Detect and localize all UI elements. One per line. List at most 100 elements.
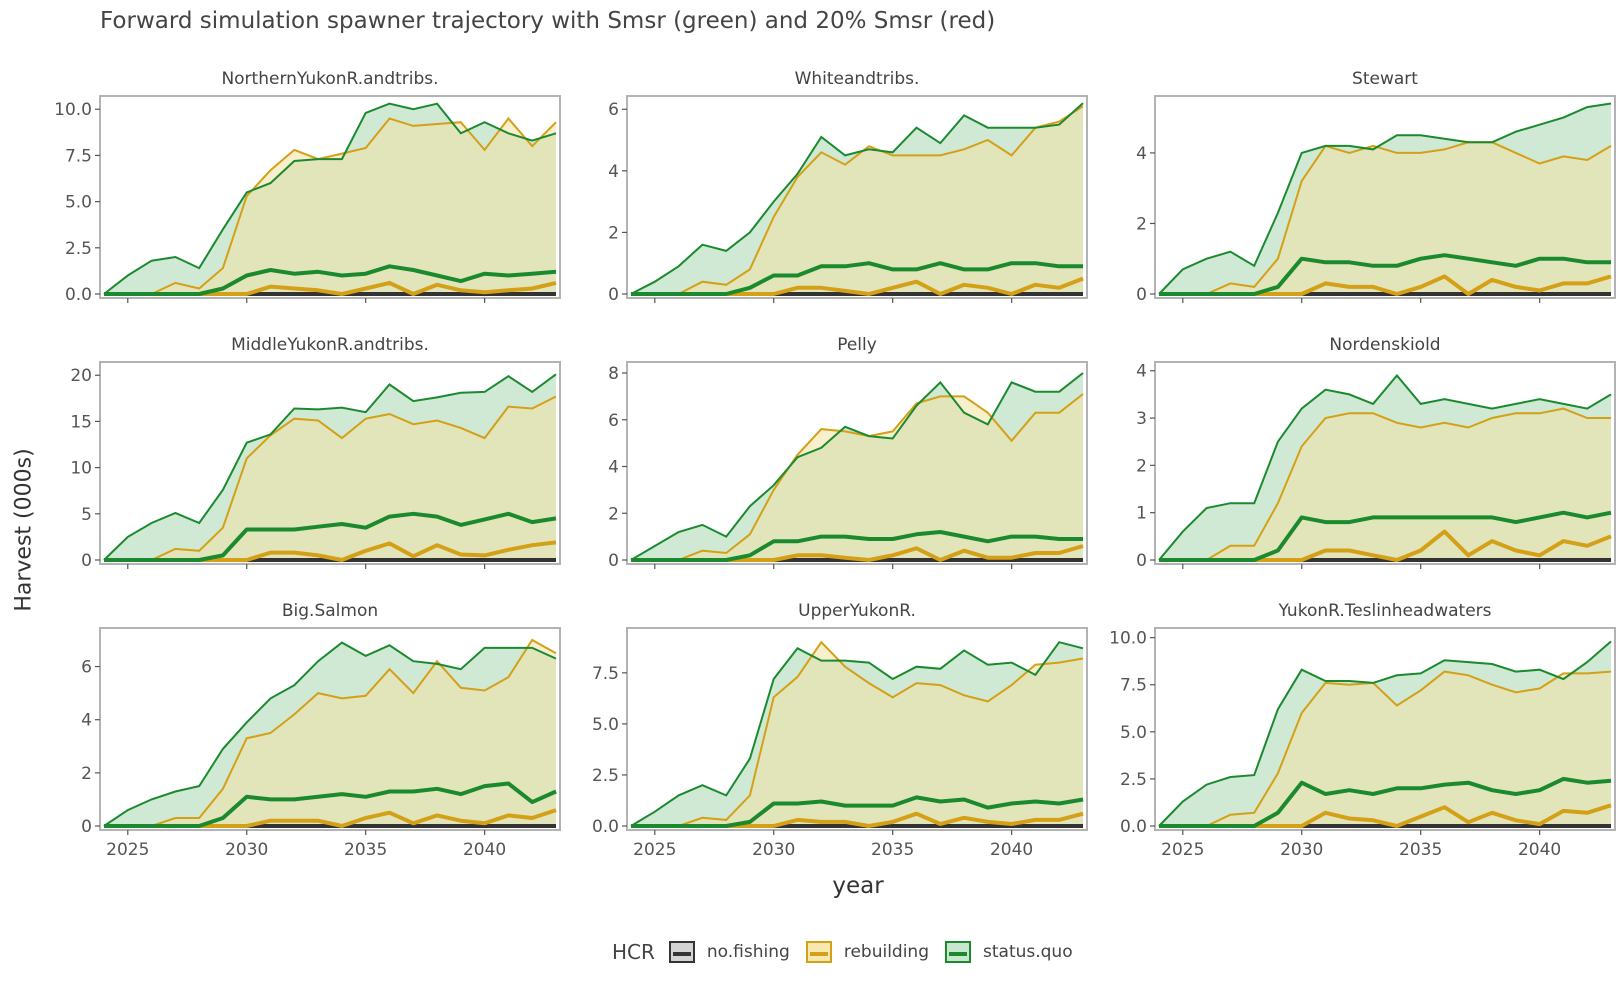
y-tick-label: 5.0 bbox=[1120, 723, 1147, 743]
y-tick-label: 4 bbox=[81, 711, 92, 731]
panel-whiteandtribs: Whiteandtribs. 0 2 4 6 bbox=[608, 69, 1088, 305]
rebuilding-ribbon bbox=[631, 106, 1083, 294]
panel-border bbox=[1154, 95, 1616, 299]
y-tick-label: 2.5 bbox=[592, 766, 619, 786]
rebuilding-upper-line bbox=[1159, 141, 1612, 295]
chart-title: Forward simulation spawner trajectory wi… bbox=[100, 8, 996, 34]
rebuilding-upper-line bbox=[631, 640, 1084, 827]
rebuilding-ribbon bbox=[631, 642, 1083, 826]
y-tick-label: 0.0 bbox=[592, 817, 619, 837]
x-tick-label: 2035 bbox=[1399, 840, 1442, 860]
y-tick-label: 15 bbox=[70, 412, 92, 432]
y-tick-label: 7.5 bbox=[65, 146, 92, 166]
panel-title-stewart: Stewart bbox=[1352, 69, 1418, 89]
y-tick-label: 5.0 bbox=[592, 715, 619, 735]
y-tick-label: 5 bbox=[81, 505, 92, 525]
y-tick-label: 2 bbox=[1136, 456, 1147, 476]
y-tick-label: 2 bbox=[1136, 214, 1147, 234]
rebuilding-upper-line bbox=[104, 395, 557, 561]
status-quo-upper-line bbox=[1158, 373, 1612, 561]
legend-label-rebuilding: rebuilding bbox=[843, 942, 929, 962]
panel-border bbox=[99, 95, 561, 299]
panel-border bbox=[626, 627, 1088, 831]
status-quo-median-line bbox=[104, 511, 557, 562]
status-quo-upper-line bbox=[630, 372, 1084, 561]
status-quo-median-line bbox=[631, 261, 1083, 296]
rebuilding-ribbon bbox=[1159, 142, 1611, 294]
y-tick-label: 0.0 bbox=[65, 285, 92, 305]
panel-yukonr-teslinheadwaters: YukonR.Teslinheadwaters 0.0 2.5 5.0 7.5 10.0 2… bbox=[1109, 601, 1616, 860]
panel-border bbox=[1154, 361, 1616, 565]
y-tick-label: 10.0 bbox=[54, 100, 92, 120]
legend-label-no-fishing: no.fishing bbox=[706, 942, 790, 962]
panel-middleyukonr-andtribs: MiddleYukonR.andtribs. 0 5 10 15 20 bbox=[70, 335, 561, 571]
y-tick-label: 2.5 bbox=[1120, 770, 1147, 790]
x-tick-label: 2035 bbox=[344, 840, 387, 860]
panel-title-upperyukonr: UpperYukonR. bbox=[798, 601, 916, 621]
status-quo-median-line bbox=[104, 781, 557, 828]
y-tick-label: 4 bbox=[608, 458, 619, 478]
y-tick-label: 3 bbox=[1136, 409, 1147, 429]
y-tick-label: 7.5 bbox=[592, 664, 619, 684]
y-tick-label: 0 bbox=[81, 551, 92, 571]
status-quo-upper-line bbox=[630, 641, 1084, 827]
x-tick-label: 2040 bbox=[990, 840, 1033, 860]
rebuilding-upper-line bbox=[104, 116, 557, 295]
y-tick-label: 6 bbox=[608, 411, 619, 431]
panel-upperyukonr: UpperYukonR. 0.0 2.5 5.0 7.5 2025 2030 2035 2040 bbox=[592, 601, 1088, 860]
y-tick-label: 6 bbox=[81, 658, 92, 678]
rebuilding-upper-line bbox=[1159, 670, 1612, 827]
legend-key-status-quo bbox=[945, 941, 971, 963]
y-tick-label: 0.0 bbox=[1120, 817, 1147, 837]
panel-border bbox=[626, 95, 1088, 299]
rebuilding-ribbon bbox=[631, 394, 1083, 560]
y-tick-label: 2 bbox=[608, 504, 619, 524]
legend: HCR no.fishing rebuilding status.quo bbox=[612, 940, 1089, 964]
y-tick-label: 10.0 bbox=[1109, 629, 1147, 649]
y-tick-label: 0 bbox=[608, 551, 619, 571]
legend-key-rebuilding bbox=[805, 941, 832, 963]
panel-border bbox=[626, 361, 1088, 565]
status-quo-upper-line bbox=[103, 641, 557, 827]
status-quo-median-line bbox=[631, 530, 1083, 562]
status-quo-upper-line bbox=[1158, 640, 1612, 827]
x-tick-label: 2030 bbox=[225, 840, 268, 860]
status-quo-median-line bbox=[1159, 253, 1611, 296]
legend-item-status-quo: status.quo bbox=[945, 941, 1073, 963]
y-tick-label: 10 bbox=[70, 459, 92, 479]
y-tick-label: 1 bbox=[1136, 504, 1147, 524]
status-quo-median-line bbox=[1159, 776, 1612, 828]
legend-label-status-quo: status.quo bbox=[983, 942, 1073, 962]
y-tick-label: 2 bbox=[81, 764, 92, 784]
status-quo-median-line bbox=[1159, 510, 1612, 562]
status-quo-upper-line bbox=[103, 373, 557, 561]
status-quo-median-line bbox=[631, 795, 1084, 828]
panel-nordenskiold: Nordenskiold 0 1 2 3 4 bbox=[1136, 335, 1616, 571]
panel-title-big-salmon: Big.Salmon bbox=[282, 601, 378, 621]
panel-title-whiteandtribs: Whiteandtribs. bbox=[795, 69, 920, 89]
status-quo-upper-line bbox=[1158, 102, 1612, 295]
panel-border bbox=[99, 361, 561, 565]
y-tick-label: 0 bbox=[608, 285, 619, 305]
panel-pelly: Pelly 0 2 4 6 8 bbox=[608, 335, 1088, 571]
y-tick-label: 6 bbox=[608, 100, 619, 120]
y-tick-label: 0 bbox=[81, 817, 92, 837]
x-tick-label: 2030 bbox=[1280, 840, 1323, 860]
x-tick-label: 2035 bbox=[871, 840, 914, 860]
y-tick-label: 5.0 bbox=[65, 193, 92, 213]
y-tick-label: 4 bbox=[608, 162, 619, 182]
panel-border bbox=[99, 627, 561, 831]
panel-title-middleyukonr-andtribs: MiddleYukonR.andtribs. bbox=[231, 335, 429, 355]
rebuilding-ribbon bbox=[1159, 671, 1611, 826]
y-tick-label: 4 bbox=[1136, 362, 1147, 382]
rebuilding-upper-line bbox=[104, 638, 557, 827]
y-tick-label: 2 bbox=[608, 223, 619, 243]
rebuilding-upper-line bbox=[631, 393, 1084, 561]
panel-title-yukonr-teslinheadwaters: YukonR.Teslinheadwaters bbox=[1278, 601, 1492, 621]
x-tick-label: 2040 bbox=[1518, 840, 1561, 860]
rebuilding-ribbon bbox=[1159, 408, 1611, 560]
legend-item-no-fishing: no.fishing bbox=[668, 941, 790, 963]
panel-northernyukonr-andtribs: NorthernYukonR.andtribs. 0.0 2.5 5.0 7.5 10.0 bbox=[54, 69, 561, 305]
rebuilding-ribbon bbox=[104, 118, 556, 294]
